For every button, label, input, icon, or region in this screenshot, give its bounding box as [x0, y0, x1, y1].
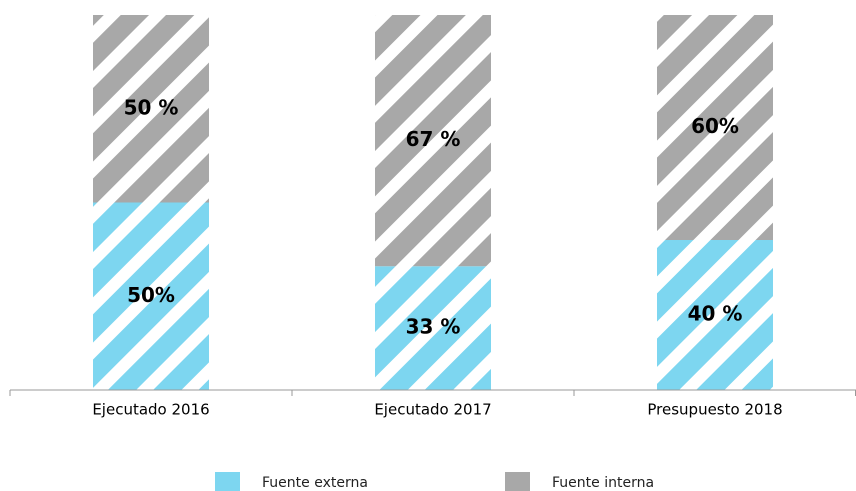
bar-segment	[657, 15, 773, 240]
data-label: 33 %	[406, 315, 461, 339]
x-tick-label: Ejecutado 2016	[92, 401, 209, 419]
x-tick-label: Ejecutado 2017	[374, 401, 491, 419]
data-label: 67 %	[406, 127, 461, 151]
legend-label: Fuente interna	[552, 475, 654, 491]
data-label: 60%	[691, 114, 739, 138]
x-tick-label: Presupuesto 2018	[647, 401, 782, 419]
bar-segment	[93, 202, 209, 390]
bar-segment	[657, 240, 773, 390]
bar-segment	[375, 15, 491, 267]
data-label: 50 %	[124, 95, 179, 119]
legend-swatch	[215, 472, 240, 491]
bar-segment	[375, 266, 491, 390]
legend-label: Fuente externa	[262, 475, 368, 491]
data-label: 40 %	[688, 302, 743, 326]
legend-swatch	[505, 472, 530, 491]
bar-segment	[93, 15, 209, 203]
data-label: 50%	[127, 283, 175, 307]
